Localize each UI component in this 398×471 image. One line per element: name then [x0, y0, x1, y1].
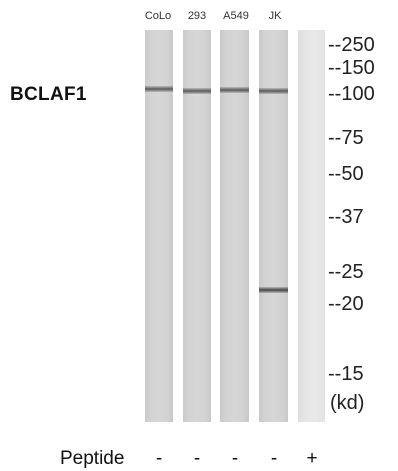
peptide-sign-a549: -	[231, 448, 239, 469]
lane-label-jk: JK	[268, 10, 282, 22]
lane-label-a549: A549	[223, 10, 249, 22]
protein-label: BCLAF1	[10, 84, 87, 105]
units-label: (kd)	[330, 392, 365, 414]
marker-20: --20	[328, 293, 364, 315]
peptide-sign-colo: -	[155, 448, 163, 469]
marker-37: --37	[328, 206, 364, 228]
lane-colo	[145, 30, 173, 422]
marker-25: --25	[328, 261, 364, 283]
band-colo-100	[145, 86, 173, 92]
marker-50: --50	[328, 163, 364, 185]
band-a549-100	[220, 87, 249, 93]
lane-label-293: 293	[187, 10, 207, 22]
peptide-sign-control: +	[306, 448, 318, 469]
marker-150: --150	[328, 57, 375, 79]
band-jk-22	[259, 287, 288, 293]
peptide-sign-293: -	[193, 448, 201, 469]
band-jk-100	[259, 88, 288, 94]
band-293-100	[183, 88, 211, 94]
lane-jk	[259, 30, 288, 422]
marker-250: --250	[328, 34, 375, 56]
marker-100: --100	[328, 83, 375, 105]
marker-15: --15	[328, 363, 364, 385]
peptide-label: Peptide	[60, 448, 125, 469]
lane-label-colo: CoLo	[144, 10, 172, 22]
lane-a549	[220, 30, 249, 422]
marker-75: --75	[328, 127, 364, 149]
lane-293	[183, 30, 211, 422]
peptide-sign-jk: -	[270, 448, 278, 469]
lane-peptide-control	[298, 30, 325, 422]
